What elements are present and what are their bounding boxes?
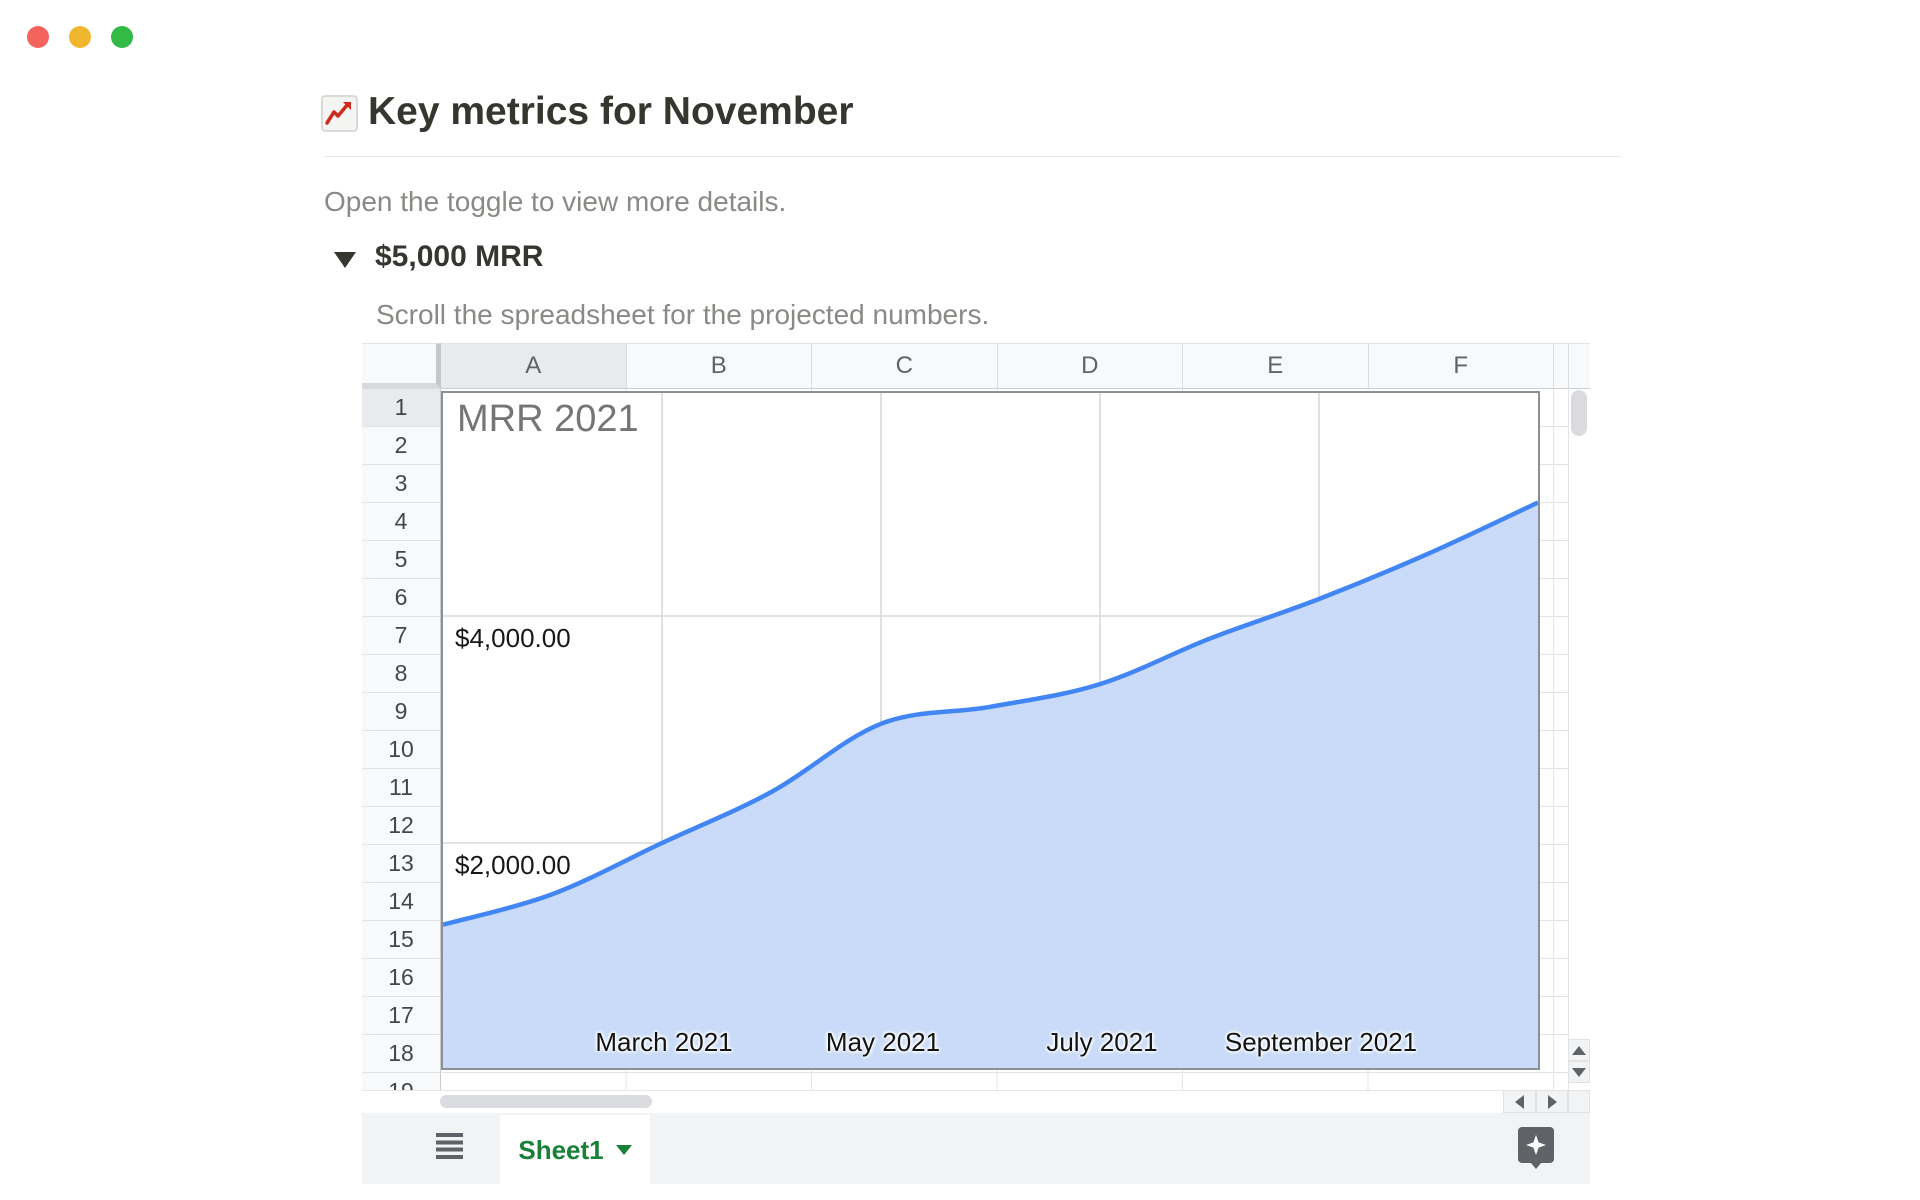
- row-header-4[interactable]: 4: [362, 503, 441, 541]
- right-arrow-icon: [1547, 1094, 1557, 1109]
- row-header-gutter: 12345678910111213141516171819: [362, 389, 441, 1090]
- explore-button[interactable]: [1518, 1127, 1554, 1169]
- up-arrow-icon: [1572, 1045, 1586, 1055]
- mrr-chart[interactable]: MRR 2021 $4,000.00 $2,000.00 March 2021 May…: [441, 391, 1540, 1070]
- zoom-button[interactable]: [111, 26, 133, 48]
- x-axis-label: September 2021: [1224, 1027, 1418, 1057]
- sheet-tab-label: Sheet1: [518, 1134, 604, 1165]
- row-header-7[interactable]: 7: [362, 617, 441, 655]
- x-axis-label: May 2021: [825, 1027, 941, 1057]
- row-header-16[interactable]: 16: [362, 959, 441, 997]
- page-title: Key metrics for November: [368, 90, 854, 133]
- row-header-17[interactable]: 17: [362, 997, 441, 1035]
- row-header-15[interactable]: 15: [362, 921, 441, 959]
- down-arrow-icon: [1572, 1067, 1586, 1077]
- row-header-5[interactable]: 5: [362, 541, 441, 579]
- scroll-down-button[interactable]: [1568, 1061, 1590, 1083]
- row-header-12[interactable]: 12: [362, 807, 441, 845]
- mrr-series-line: [443, 500, 1538, 927]
- row-header-19[interactable]: 19: [362, 1073, 441, 1090]
- intro-text: Open the toggle to view more details.: [324, 186, 787, 217]
- sheet-footer: Sheet1: [362, 1113, 1590, 1184]
- y-axis-label: $4,000.00: [455, 623, 571, 653]
- area-fill: [443, 502, 1538, 1068]
- horizontal-scrollbar[interactable]: [362, 1090, 1568, 1113]
- close-button[interactable]: [27, 26, 49, 48]
- title-divider: [324, 156, 1621, 157]
- select-all-corner[interactable]: [362, 343, 441, 389]
- vertical-scrollbar[interactable]: [1568, 389, 1590, 1090]
- column-header-E[interactable]: E: [1183, 343, 1369, 389]
- row-header-1[interactable]: 1: [362, 389, 441, 427]
- scroll-left-button[interactable]: [1503, 1090, 1536, 1113]
- left-arrow-icon: [1515, 1094, 1524, 1109]
- toggle-label[interactable]: $5,000 MRR: [375, 240, 544, 273]
- row-header-14[interactable]: 14: [362, 883, 441, 921]
- minimize-button[interactable]: [69, 26, 91, 48]
- column-header-B[interactable]: B: [626, 343, 812, 389]
- column-header-A[interactable]: A: [441, 343, 627, 389]
- chart-increasing-emoji: [321, 95, 358, 132]
- sheet-tab[interactable]: Sheet1: [500, 1115, 650, 1184]
- scrollbar-corner: [1568, 1090, 1590, 1113]
- scroll-up-button[interactable]: [1568, 1039, 1590, 1061]
- row-header-18[interactable]: 18: [362, 1035, 441, 1073]
- sheet-tab-dropdown-icon[interactable]: [615, 1145, 632, 1155]
- x-axis-label: July 2021: [1046, 1027, 1158, 1057]
- column-header-F[interactable]: F: [1368, 343, 1554, 389]
- column-header-C[interactable]: C: [812, 343, 998, 389]
- window-controls: [27, 26, 133, 48]
- vertical-scrollbar-thumb[interactable]: [1571, 390, 1587, 436]
- x-axis-label: March 2021: [595, 1027, 733, 1057]
- column-header-partial: [1554, 343, 1568, 389]
- row-header-8[interactable]: 8: [362, 655, 441, 693]
- row-header-3[interactable]: 3: [362, 465, 441, 503]
- row-header-10[interactable]: 10: [362, 731, 441, 769]
- row-header-13[interactable]: 13: [362, 845, 441, 883]
- row-header-11[interactable]: 11: [362, 769, 441, 807]
- toggle-body-text: Scroll the spreadsheet for the projected…: [376, 299, 990, 330]
- row-header-2[interactable]: 2: [362, 427, 441, 465]
- chart-title: MRR 2021: [457, 398, 639, 440]
- horizontal-scrollbar-thumb[interactable]: [440, 1095, 652, 1108]
- row-header-9[interactable]: 9: [362, 693, 441, 731]
- scroll-right-button[interactable]: [1536, 1090, 1568, 1113]
- all-sheets-menu-icon[interactable]: [436, 1133, 463, 1159]
- column-header-D[interactable]: D: [997, 343, 1183, 389]
- scrollbar-top-cap: [1568, 343, 1590, 389]
- toggle-triangle-icon[interactable]: [334, 252, 356, 268]
- y-axis-label: $2,000.00: [455, 850, 571, 880]
- row-header-6[interactable]: 6: [362, 579, 441, 617]
